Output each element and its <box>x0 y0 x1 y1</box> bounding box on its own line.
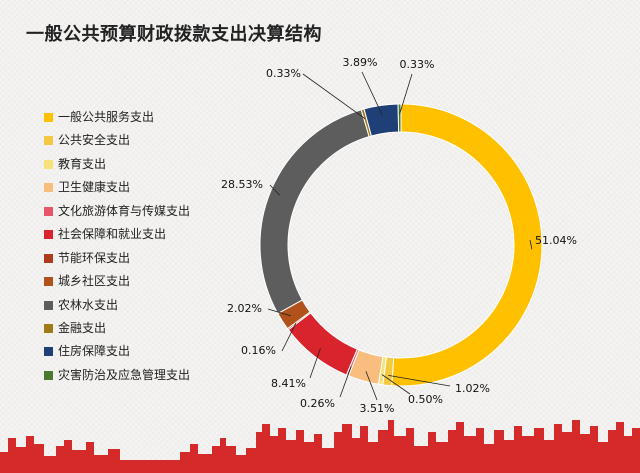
legend-item: 公共安全支出 <box>44 129 190 152</box>
legend-label: 灾害防治及应急管理支出 <box>58 367 191 382</box>
leader-line <box>381 374 411 395</box>
donut-slices <box>259 103 543 387</box>
legend-swatch <box>44 370 53 380</box>
legend-item: 灾害防治及应急管理支出 <box>44 364 190 387</box>
legend-label: 农林水支出 <box>58 297 119 312</box>
percent-label: 0.50% <box>408 393 443 406</box>
leader-line <box>269 184 281 196</box>
legend-item: 文化旅游体育与传媒支出 <box>44 200 190 223</box>
donut-slice <box>259 109 370 315</box>
legend-label: 社会保障和就业支出 <box>58 227 167 242</box>
legend-item: 农林水支出 <box>44 294 190 317</box>
legend-swatch <box>44 300 53 310</box>
donut-slice <box>397 103 402 133</box>
legend-item: 住房保障支出 <box>44 340 190 363</box>
percent-label: 51.04% <box>535 234 577 247</box>
legend-item: 教育支出 <box>44 153 190 176</box>
percent-label: 0.16% <box>241 344 276 357</box>
percent-label: 8.41% <box>271 377 306 390</box>
legend-swatch <box>44 206 53 216</box>
leader-line <box>281 323 297 352</box>
leader-line <box>309 348 321 379</box>
legend-label: 教育支出 <box>58 156 107 171</box>
legend-item: 金融支出 <box>44 317 190 340</box>
legend-item: 卫生健康支出 <box>44 176 190 199</box>
legend-item: 社会保障和就业支出 <box>44 223 190 246</box>
leader-line <box>361 71 383 116</box>
legend-label: 公共安全支出 <box>58 133 131 148</box>
legend-swatch <box>44 113 53 122</box>
legend-item: 城乡社区支出 <box>44 270 190 293</box>
legend-label: 城乡社区支出 <box>58 274 131 289</box>
legend-label: 一般公共服务支出 <box>58 110 155 124</box>
leader-lines <box>267 71 533 401</box>
leader-line <box>267 308 291 317</box>
leader-line <box>302 73 366 120</box>
leader-line <box>388 374 451 387</box>
legend-label: 住房保障支出 <box>58 344 131 359</box>
legend-item: 节能环保支出 <box>44 247 190 270</box>
legend-label: 文化旅游体育与传媒支出 <box>58 203 191 218</box>
legend-swatch <box>44 183 53 193</box>
percent-label: 0.33% <box>266 67 301 80</box>
percent-label: 0.26% <box>300 397 335 410</box>
percent-label: 2.02% <box>227 302 262 315</box>
legend-swatch <box>44 253 53 263</box>
legend-swatch <box>44 230 53 240</box>
percent-label: 1.02% <box>455 382 490 395</box>
legend-swatch <box>44 136 53 146</box>
donut-slice <box>391 103 543 387</box>
leader-line <box>529 239 533 250</box>
legend: 一般公共服务支出 公共安全支出 教育支出卫生健康支出文化旅游体育与传媒支出 社会保障和… <box>44 106 190 387</box>
leader-line <box>399 73 413 115</box>
skyline-decoration <box>0 420 640 473</box>
percent-label: 28.53% <box>221 178 263 191</box>
percent-labels: 51.04% 1.02% 0.50% 3.51% 0.26% 8.41% 0.16% 2.02… <box>221 56 577 415</box>
percent-label: 3.89% <box>343 56 378 69</box>
leader-line <box>365 371 378 401</box>
legend-swatch <box>44 159 53 169</box>
leader-line <box>339 366 352 398</box>
legend-swatch <box>44 347 53 357</box>
legend-item: 一般公共服务支出 <box>44 106 190 129</box>
legend-swatch <box>44 323 53 333</box>
percent-label: 0.33% <box>400 58 435 71</box>
percent-label: 3.51% <box>360 402 395 415</box>
legend-label: 节能环保支出 <box>58 250 131 265</box>
legend-label: 卫生健康支出 <box>58 180 131 195</box>
legend-label: 金融支出 <box>58 320 107 335</box>
legend-swatch <box>44 277 53 287</box>
chart-title: 一般公共预算财政拨款支出决算结构 <box>26 24 322 45</box>
